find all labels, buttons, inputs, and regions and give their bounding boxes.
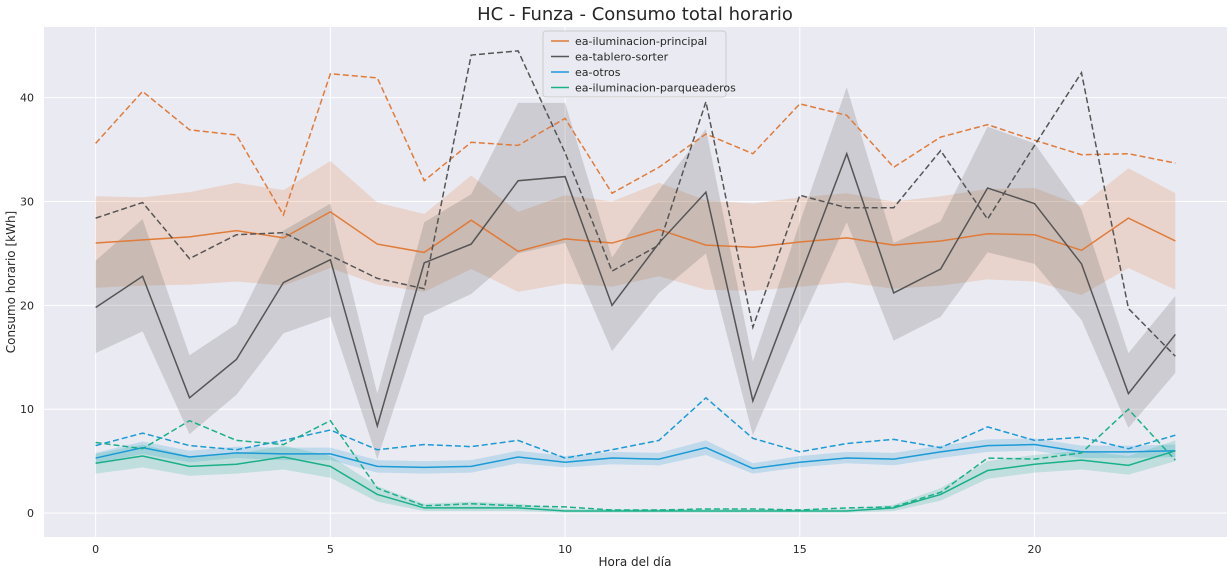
reference-line-ea-iluminacion-principal — [95, 72, 1176, 217]
mean-line-ea-tablero-sorter — [95, 151, 1176, 429]
band-ea-iluminacion-principal — [95, 160, 1176, 295]
y-tick-label: 20 — [20, 299, 34, 312]
mean-line-ea-otros — [95, 443, 1176, 470]
series-lines — [95, 50, 1176, 512]
reference-line-ea-iluminacion-parqueaderos — [95, 408, 1176, 511]
band-ea-otros — [95, 438, 1176, 474]
tick-labels: 0 5 10 15 20 0 10 20 30 40 — [20, 92, 1042, 556]
x-tick-label: 20 — [1028, 543, 1042, 556]
y-axis-label: Consumo horario [kWh] — [4, 211, 18, 353]
legend-box — [542, 30, 727, 98]
x-tick-label: 0 — [92, 543, 99, 556]
band-ea-iluminacion-parqueaderos — [95, 440, 1176, 513]
x-tick-label: 5 — [327, 543, 334, 556]
plot-background — [44, 27, 1227, 537]
reference-line-ea-otros — [95, 396, 1176, 459]
x-tick-label: 15 — [793, 543, 807, 556]
y-tick-label: 0 — [27, 507, 34, 520]
y-tick-label: 10 — [20, 403, 34, 416]
legend-label: ea-tablero-sorter — [575, 51, 669, 64]
legend: ea-iluminacion-principal ea-tablero-sorte… — [542, 30, 736, 98]
y-tick-label: 30 — [20, 196, 34, 209]
legend-label: ea-iluminacion-parqueaderos — [575, 82, 736, 95]
grid — [44, 27, 1227, 537]
y-tick-label: 40 — [20, 92, 34, 105]
mean-line-ea-iluminacion-parqueaderos — [95, 450, 1176, 512]
x-axis-label: Hora del día — [599, 555, 672, 569]
x-tick-label: 10 — [558, 543, 572, 556]
mean-line-ea-iluminacion-principal — [95, 211, 1176, 254]
legend-label: ea-iluminacion-principal — [575, 35, 707, 48]
legend-label: ea-otros — [575, 66, 621, 79]
chart-title: HC - Funza - Consumo total horario — [477, 4, 793, 25]
reference-line-ea-tablero-sorter — [95, 50, 1176, 357]
